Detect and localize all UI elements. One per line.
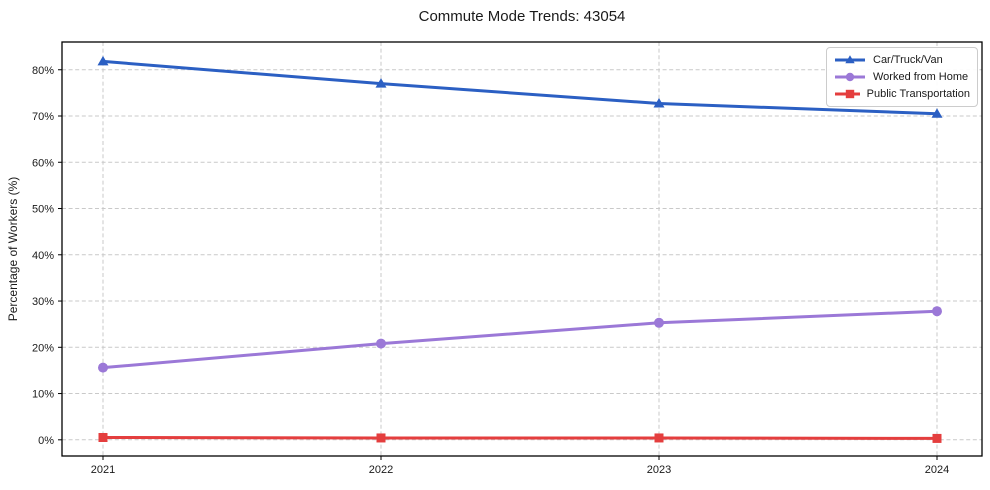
y-tick-label: 20% (32, 342, 54, 354)
legend-label: Car/Truck/Van (873, 54, 943, 66)
y-axis-label: Percentage of Workers (%) (6, 177, 20, 322)
legend-label: Worked from Home (873, 71, 969, 83)
y-tick-label: 0% (38, 435, 54, 447)
legend: Car/Truck/Van Worked from Home Public Tran… (826, 47, 978, 107)
data-series (97, 55, 943, 443)
series-car-truck-van (97, 55, 943, 118)
triangle-marker (97, 55, 109, 66)
tick-labels: 0% 10% 20% 30% 40% 50% 60% 70% 80% 2021 2022 2023 20… (32, 65, 949, 476)
circle-marker (654, 317, 664, 328)
triangle-marker (375, 78, 387, 88)
square-swatch-icon (835, 89, 860, 99)
y-tick-label: 60% (32, 157, 54, 169)
circle-marker (376, 338, 386, 349)
y-tick-label: 40% (32, 250, 54, 262)
square-marker (654, 433, 664, 443)
series-worked-from-home (98, 306, 942, 373)
square-marker (932, 433, 942, 443)
legend-item-worked-from-home: Worked from Home (834, 70, 970, 84)
circle-marker (845, 72, 855, 82)
y-tick-label: 50% (32, 204, 54, 216)
series-public-transportation (98, 432, 942, 443)
legend-item-public-transportation: Public Transportation (834, 87, 970, 101)
series-line-worked-from-home (101, 309, 939, 370)
triangle-swatch-icon (835, 55, 865, 64)
y-tick-label: 10% (32, 389, 54, 401)
plot-border (61, 41, 983, 457)
triangle-marker (653, 98, 665, 108)
x-tick-label: 2024 (925, 464, 949, 476)
legend-label: Public Transportation (866, 88, 970, 100)
legend-item-car-truck-van: Car/Truck/Van (834, 53, 970, 67)
y-tick-label: 30% (32, 296, 54, 308)
x-tick-label: 2021 (91, 464, 115, 476)
x-tick-label: 2022 (369, 464, 393, 476)
circle-swatch-icon (835, 72, 865, 82)
square-marker (845, 89, 855, 99)
triangle-marker (845, 55, 855, 64)
circle-marker (932, 306, 942, 317)
square-marker (98, 432, 108, 442)
circle-marker (98, 362, 108, 373)
y-tick-label: 70% (32, 111, 54, 123)
series-line-public-transportation (101, 435, 939, 440)
square-marker (376, 433, 386, 443)
chart-title: Commute Mode Trends: 43054 (419, 8, 626, 25)
x-tick-label: 2023 (647, 464, 671, 476)
y-tick-label: 80% (32, 65, 54, 77)
axis-ticks (58, 69, 938, 460)
triangle-marker (931, 108, 943, 118)
series-line-car-truck-van (101, 59, 939, 116)
